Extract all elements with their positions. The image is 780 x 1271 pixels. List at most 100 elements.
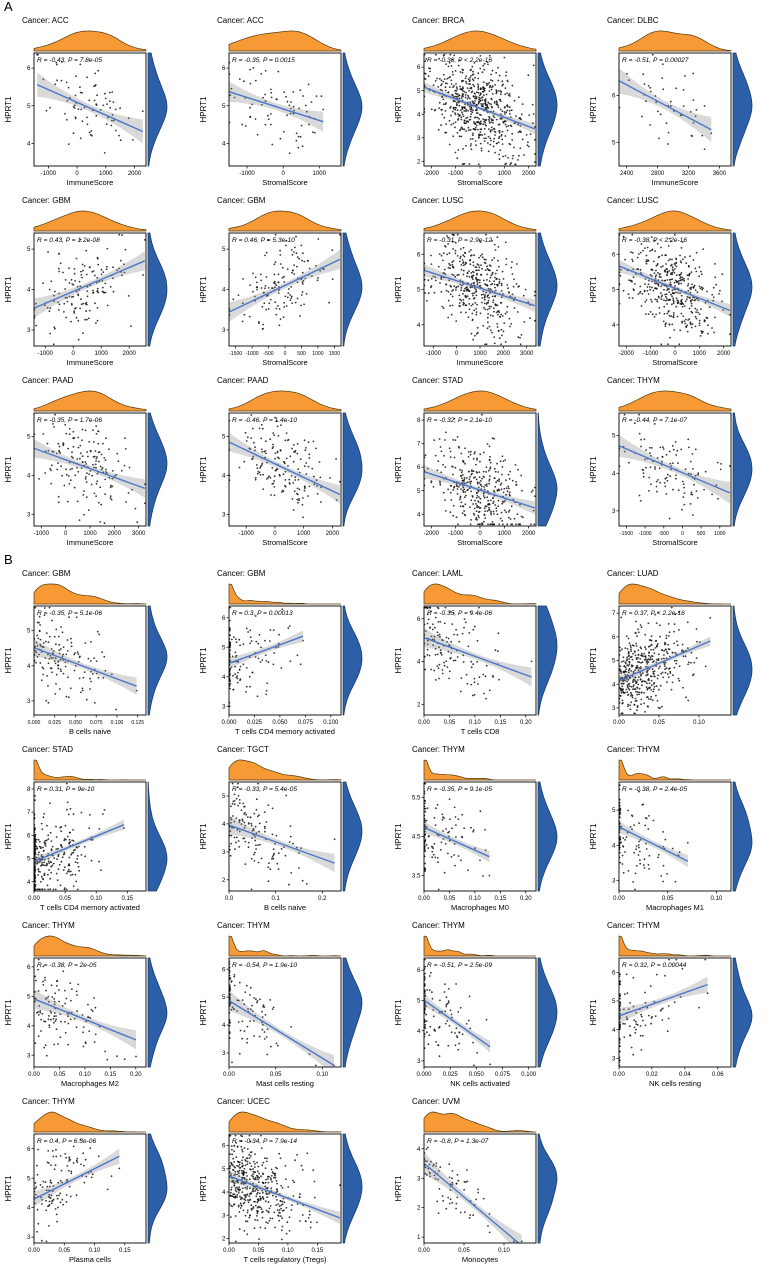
x-tick-label: 0.00 [28, 1248, 40, 1254]
plot-border [228, 957, 342, 1068]
x-density [228, 210, 342, 232]
scatter-subplot-svg: 0.000 0.025 0.050 0.075 0.100 3 4 5 6 Cancer: GBM… [199, 569, 363, 736]
x-tick-label: -1000 [246, 351, 259, 357]
plot-border [33, 52, 147, 167]
regression-line [229, 1000, 335, 1066]
x-density [618, 759, 731, 781]
scatter-points [619, 233, 731, 346]
x-density [618, 390, 732, 412]
plot-title: Cancer: GBM [22, 569, 71, 578]
subplot-gbm-4: -1000 0 1000 2000 3 4 5 Cancer: GBM R = 0.43, P … [0, 193, 195, 373]
y-tick-label: 5 [612, 287, 616, 294]
x-tick-label: 0.00 [28, 1072, 40, 1078]
y-tick-label: 5 [27, 103, 31, 110]
x-tick-label: 0 [72, 351, 76, 357]
subplot-tgct-17: 0.0 0.1 0.2 2 3 4 5 Cancer: TGCT R = -0.33, P = … [195, 742, 390, 918]
y-density [732, 957, 753, 1068]
plot-title: Cancer: THYM [607, 745, 660, 754]
plot-title: Cancer: ACC [217, 16, 264, 25]
y-tick-label: 6 [612, 634, 616, 641]
x-axis-label: ImmuneScore [652, 178, 699, 187]
x-tick-label: 0.10 [316, 1072, 328, 1078]
plot-border [33, 605, 147, 716]
x-tick-label: 0.050 [469, 1072, 485, 1078]
stats-annotation: R = -0.38, P < 2.2e-16 [427, 57, 492, 64]
subplot-thym-20: 0.00 0.05 0.10 0.15 0.20 3 4 5 6 Cancer: THYM R = … [0, 918, 195, 1094]
x-axis-label: NK cells resting [649, 1079, 701, 1088]
stats-annotation: R = 0.31, P = 9e-10 [37, 786, 95, 793]
scatter-subplot-svg: -1000 0 1000 2000 4 5 6 Cancer: ACC R = -0.43, P… [4, 16, 168, 187]
x-tick-label: 1000 [693, 351, 707, 357]
plot-border [228, 605, 342, 716]
y-tick-label: 5 [222, 1166, 226, 1173]
x-tick-label: 0.05 [270, 1072, 282, 1078]
x-tick-label: 0 [681, 531, 684, 537]
plot-title: Cancer: UVM [412, 1097, 460, 1106]
x-axis-label: ImmuneScore [67, 538, 114, 547]
x-axis-label: Macrophages M2 [61, 1079, 119, 1088]
scatter-subplot-svg: -1500 -1000 -500 0 500 1000 1500 3 4 5 Cancer: GBM… [199, 196, 363, 367]
x-tick-label: 0.00 [418, 720, 430, 726]
y-tick-label: 5 [612, 658, 616, 665]
x-axis-label: B cells naive [69, 727, 111, 736]
scatter-points [36, 53, 144, 154]
y-tick-label: 4 [222, 674, 226, 681]
plot-title: Cancer: GBM [217, 196, 266, 205]
x-tick-label: 0.075 [495, 1072, 511, 1078]
y-density [537, 232, 558, 347]
y-axis-label: HPRT1 [589, 823, 598, 850]
plot-title: Cancer: THYM [412, 745, 465, 754]
x-axis-label: ImmuneScore [67, 178, 114, 187]
y-density [537, 957, 558, 1068]
plot-border [618, 52, 732, 167]
y-tick-label: 5 [612, 998, 616, 1005]
x-tick-label: 0.05 [54, 1072, 66, 1078]
scatter-subplot-svg: -1000 0 1000 2000 3000 4 5 6 Cancer: LUSC R = -0.… [394, 196, 558, 367]
y-tick-label: 4 [612, 322, 616, 329]
regression-line [229, 635, 304, 664]
y-density [147, 412, 168, 527]
x-density [228, 935, 342, 957]
panel-b-label: B [4, 552, 13, 567]
x-density [423, 1111, 537, 1133]
x-tick-label: 2800 [651, 171, 665, 177]
scatter-subplot-svg: 2400 2800 3200 3600 5 6 Cancer: DLBC R = -0.51,… [589, 16, 753, 187]
y-tick-label: 4 [222, 472, 226, 479]
plot-title: Cancer: GBM [22, 196, 71, 205]
x-tick-label: 0.00 [613, 720, 625, 726]
y-tick-label: 2 [222, 1236, 226, 1243]
x-tick-label: 2000 [128, 171, 142, 177]
y-tick-label: 3 [222, 327, 226, 334]
plot-border [228, 412, 342, 527]
x-axis-label: ImmuneScore [457, 358, 504, 367]
x-tick-label: 0.05 [662, 896, 674, 902]
scatter-points [34, 233, 146, 346]
x-tick-label: 3200 [682, 171, 696, 177]
x-tick-label: -2000 [424, 531, 440, 537]
x-tick-label: 0.15 [105, 1072, 117, 1078]
x-tick-label: 0.05 [253, 1248, 265, 1254]
scatter-subplot-svg: 0.00 0.05 0.10 3 4 5 6 7 Cancer: LUAD R = 0.37, P… [589, 569, 753, 726]
plot-border [423, 1133, 537, 1244]
y-tick-label: 8 [417, 417, 421, 424]
x-axis-label: StromalScore [652, 538, 697, 547]
plot-border [33, 1133, 147, 1244]
x-tick-label: 0 [673, 351, 677, 357]
regression-line [424, 826, 490, 858]
y-tick-label: 4 [417, 511, 421, 518]
y-tick-label: 2 [222, 877, 226, 884]
y-tick-label: 4 [27, 1023, 31, 1030]
y-tick-label: 4 [27, 1205, 31, 1212]
y-density [342, 781, 363, 892]
stats-annotation: R = -0.38, P < 2.2e-16 [622, 237, 687, 244]
x-tick-label: -2000 [619, 351, 635, 357]
x-density [618, 935, 731, 957]
subplot-lusc-6: -1000 0 1000 2000 3000 4 5 6 Cancer: LUSC R = -0.… [390, 193, 585, 373]
x-tick-label: 0.20 [130, 1072, 142, 1078]
scatter-subplot-svg: 0.00 0.05 0.10 0.15 4 5 6 7 8 Cancer: STAD R = 0.3… [4, 745, 168, 912]
x-axis-label: T cells CD4 memory activated [235, 727, 335, 736]
scatter-subplot-svg: 0.000 0.025 0.050 0.075 0.100 3 4 5 6 Cancer: THY… [394, 921, 558, 1088]
x-tick-label: -1000 [239, 531, 255, 537]
x-axis-label: StromalScore [262, 178, 307, 187]
